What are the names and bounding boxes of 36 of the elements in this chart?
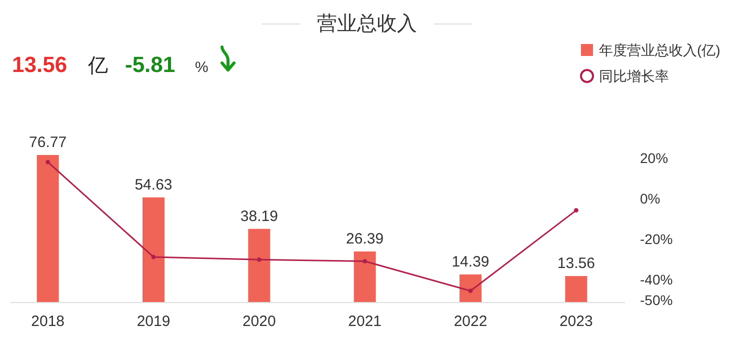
x-tick-label: 2018 bbox=[31, 313, 65, 330]
data-label: 54.63 bbox=[134, 176, 172, 194]
x-tick-label: 2021 bbox=[348, 313, 382, 330]
text: 13.56 bbox=[12, 52, 68, 77]
data-label: 14.39 bbox=[452, 253, 490, 270]
y2-tick-label: -50% bbox=[640, 292, 673, 308]
bar bbox=[354, 251, 376, 302]
x-tick-label: 2023 bbox=[559, 313, 593, 330]
bar bbox=[142, 197, 164, 302]
bar bbox=[248, 228, 270, 302]
text: -5.81 bbox=[125, 52, 176, 77]
text: 亿 bbox=[87, 55, 108, 77]
bar bbox=[565, 276, 588, 302]
bar bbox=[36, 155, 59, 302]
text: % bbox=[195, 59, 208, 76]
y2-tick-label: 20% bbox=[640, 150, 668, 166]
y2-tick-label: 0% bbox=[640, 190, 660, 207]
legend-label: 同比增长率 bbox=[599, 68, 669, 84]
point bbox=[151, 254, 156, 260]
data-label: 13.56 bbox=[557, 255, 595, 272]
chart-title: 营业总收入 bbox=[317, 13, 417, 35]
x-tick-label: 2020 bbox=[242, 313, 276, 330]
data-label: 76.77 bbox=[29, 134, 67, 151]
point bbox=[46, 160, 50, 164]
data-label: 38.19 bbox=[240, 208, 278, 225]
point bbox=[256, 257, 262, 262]
x-tick-label: 2019 bbox=[136, 313, 170, 330]
point bbox=[468, 288, 473, 294]
legend-label: 年度营业总收入(亿) bbox=[599, 42, 720, 58]
x-tick-label: 2022 bbox=[454, 313, 488, 330]
point bbox=[574, 208, 578, 213]
data-label: 26.39 bbox=[346, 230, 384, 248]
point bbox=[362, 259, 368, 264]
y2-tick-label: -40% bbox=[640, 272, 673, 288]
y2-tick-label: -20% bbox=[640, 231, 673, 248]
bar bbox=[460, 274, 482, 302]
